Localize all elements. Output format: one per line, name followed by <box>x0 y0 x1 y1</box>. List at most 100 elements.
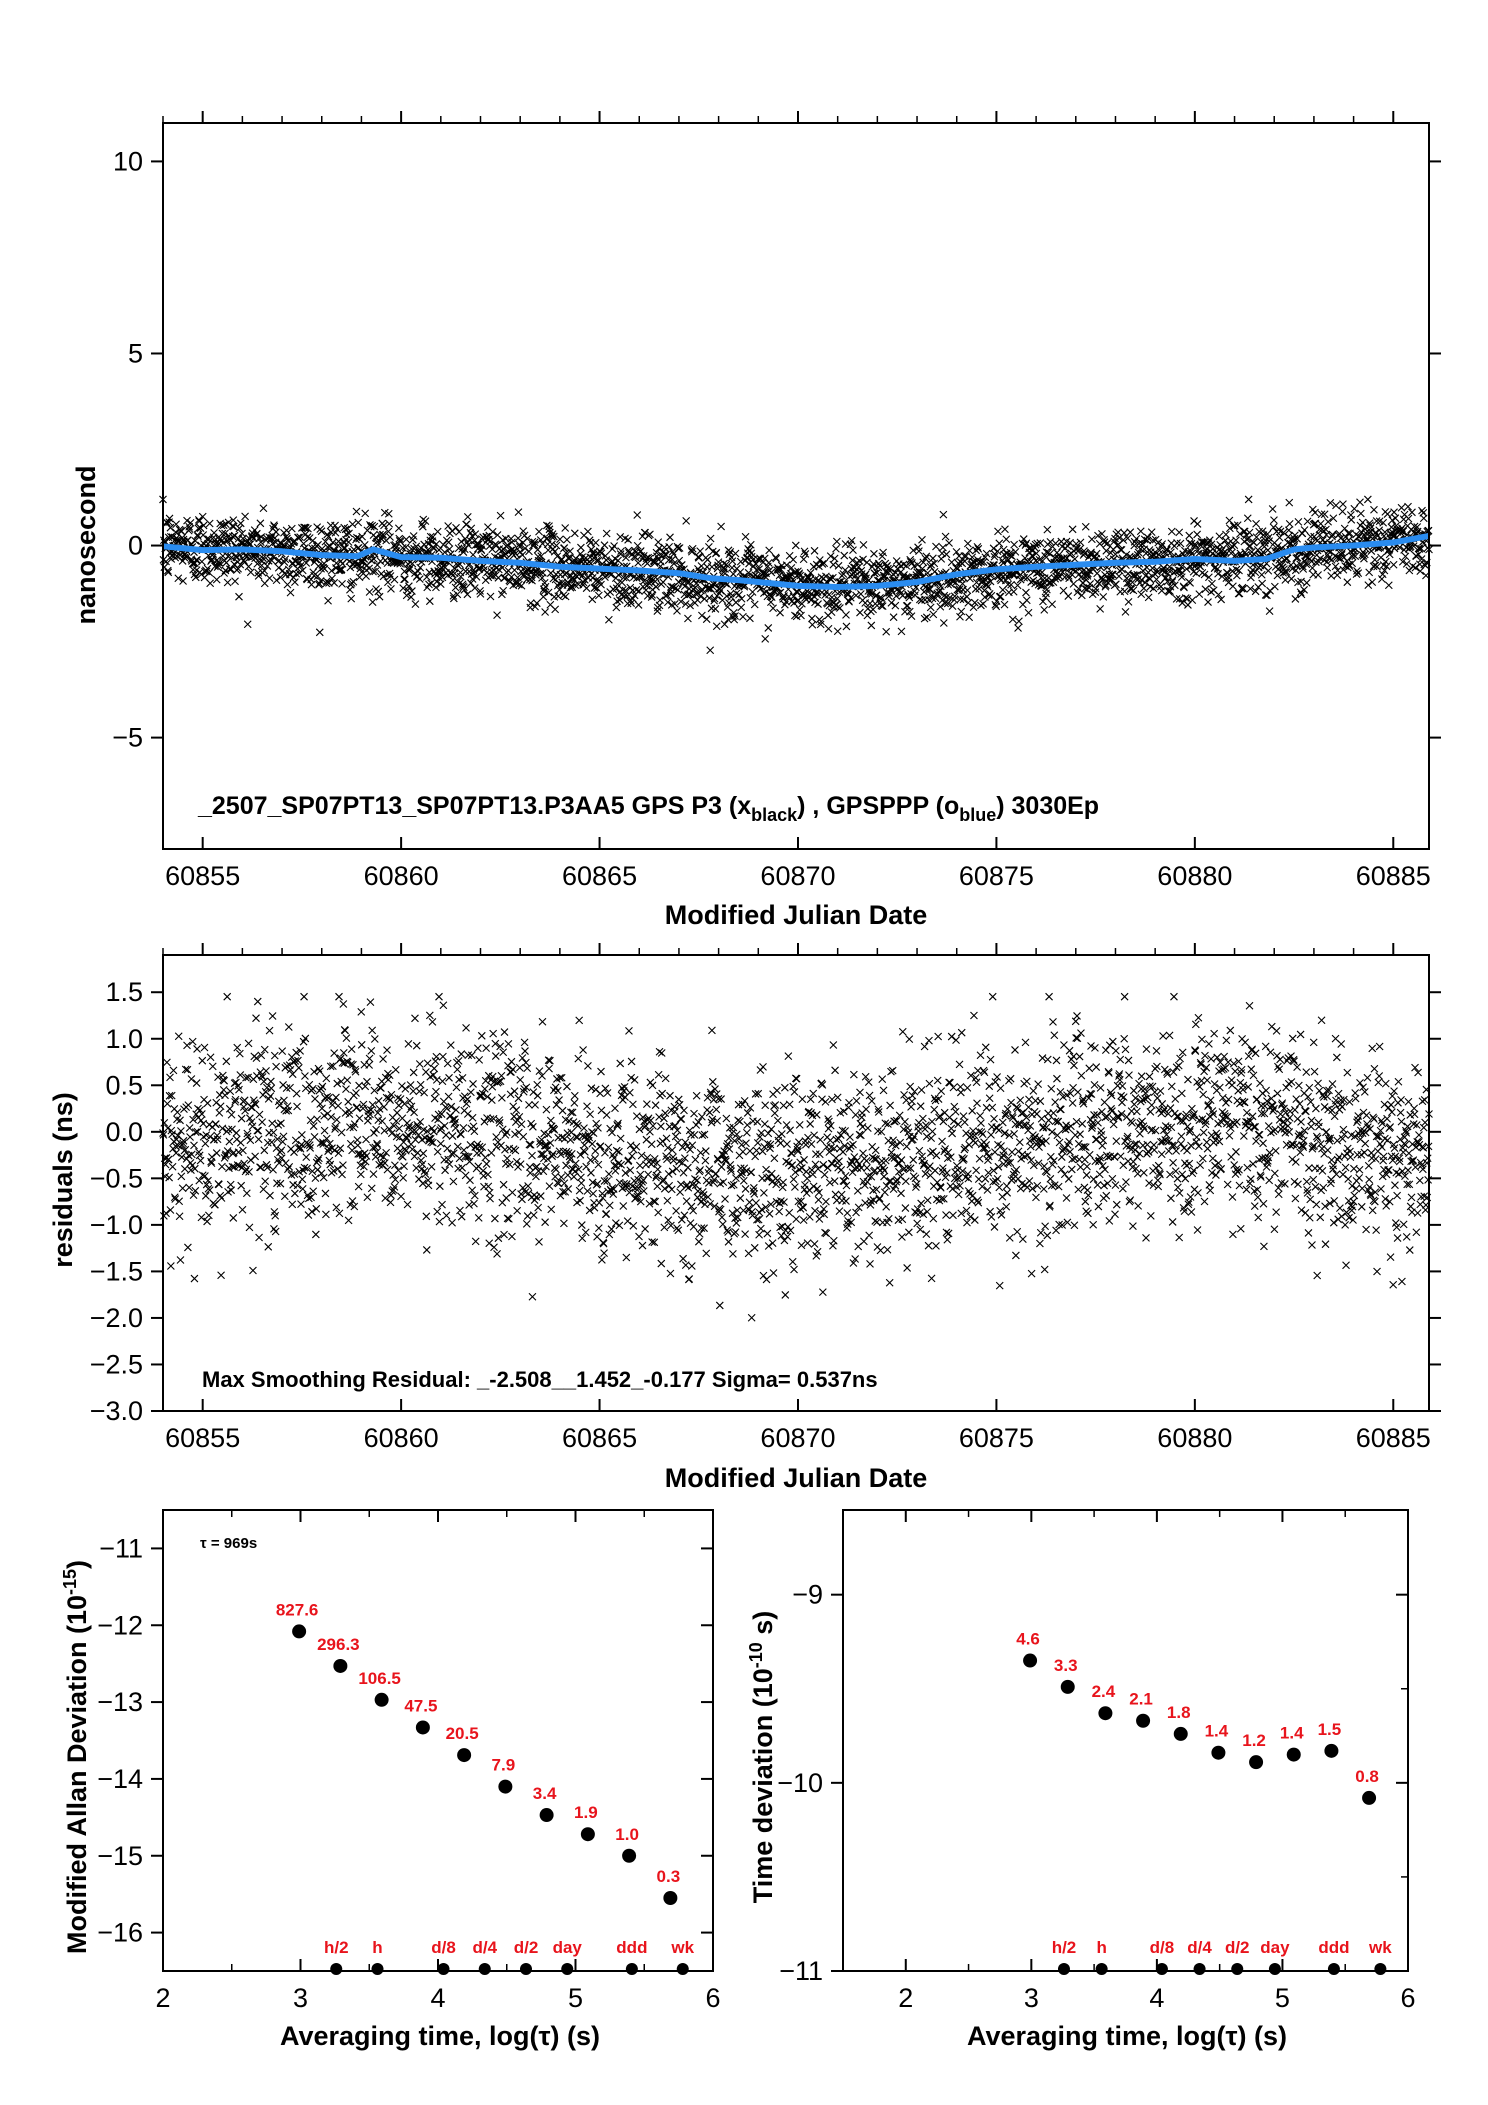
gps-p3-point <box>341 544 349 552</box>
gps-p3-point <box>845 597 853 606</box>
gps-p3-point <box>296 562 305 570</box>
gps-p3-point <box>513 573 522 582</box>
gps-p3-point <box>244 562 253 571</box>
gps-p3-point <box>1270 516 1278 525</box>
gps-p3-point <box>384 509 393 518</box>
gps-p3-point <box>842 622 851 631</box>
gps-p3-point <box>1372 517 1381 525</box>
gps-p3-point <box>541 608 550 616</box>
gps-p3-point <box>936 582 945 591</box>
gps-p3-point <box>815 556 824 564</box>
gps-p3-point <box>703 555 712 564</box>
gps-p3-point <box>1366 524 1375 533</box>
gps-p3-point <box>834 561 843 570</box>
gps-p3-point <box>1291 595 1300 603</box>
gps-p3-point <box>737 594 746 603</box>
gps-p3-point <box>731 612 739 620</box>
gps-p3-point <box>436 580 445 588</box>
gps-p3-point <box>846 593 855 602</box>
gps-p3-point <box>561 524 570 532</box>
gps-p3-point <box>182 553 191 562</box>
gps-p3-point <box>205 519 214 528</box>
gps-p3-point <box>315 579 324 588</box>
gps-p3-point <box>1011 547 1020 556</box>
gps-p3-point <box>540 587 549 596</box>
gps-p3-point <box>353 560 362 569</box>
gps-p3-point <box>1215 532 1224 541</box>
gps-p3-point <box>969 557 977 566</box>
gps-p3-point <box>877 601 886 610</box>
gps-p3-point <box>1039 580 1048 589</box>
gps-p3-point <box>1094 531 1102 540</box>
gps-p3-point <box>223 578 232 587</box>
gps-p3-point <box>496 511 505 520</box>
gps-p3-point <box>1032 549 1041 558</box>
gps-p3-point <box>210 528 218 537</box>
gps-p3-point <box>806 568 815 577</box>
gps-p3-point <box>228 532 237 541</box>
gps-p3-point <box>1021 554 1029 562</box>
gps-p3-point <box>841 566 850 575</box>
gps-p3-point <box>746 614 754 623</box>
gps-p3-point <box>714 561 722 570</box>
gps-p3-point <box>947 558 956 567</box>
gps-p3-point <box>542 521 551 530</box>
gps-p3-point <box>879 548 888 557</box>
gps-p3-point <box>752 566 761 574</box>
gps-p3-point <box>1356 509 1365 518</box>
gps-p3-point <box>421 517 430 525</box>
x-tick-label: 60865 <box>562 861 637 891</box>
gps-p3-point <box>1279 528 1288 537</box>
gps-p3-point <box>289 573 298 582</box>
gps-p3-point <box>1186 578 1195 587</box>
x-tick-label: 60870 <box>760 861 835 891</box>
gps-p3-point <box>698 611 706 620</box>
gps-p3-point <box>1283 554 1291 563</box>
gps-p3-point <box>452 523 460 532</box>
gps-p3-point <box>1308 564 1317 572</box>
gps-p3-point <box>577 543 585 552</box>
gps-p3-point <box>407 545 416 553</box>
gps-p3-point <box>166 523 175 532</box>
gps-p3-point <box>214 558 222 567</box>
gps-p3-point <box>203 564 212 573</box>
gps-p3-point <box>959 595 968 604</box>
gps-p3-point <box>677 597 685 606</box>
gps-p3-point <box>1225 573 1233 582</box>
gps-p3-point <box>570 529 579 538</box>
gps-p3-point <box>1149 584 1158 593</box>
gps-p3-point <box>782 561 791 570</box>
gps-p3-point <box>453 590 462 599</box>
gps-p3-point <box>870 549 878 558</box>
gps-p3-point <box>584 527 592 536</box>
gps-p3-point <box>617 547 625 555</box>
gps-p3-point <box>429 544 438 553</box>
gps-p3-point <box>515 580 523 589</box>
gps-p3-point <box>746 540 755 549</box>
gps-p3-point <box>239 534 247 543</box>
gps-p3-point <box>942 592 951 601</box>
gps-p3-point <box>613 597 622 606</box>
gps-p3-point <box>236 519 245 528</box>
gps-p3-point <box>1222 530 1230 539</box>
gps-p3-point <box>975 584 984 593</box>
gps-p3-point <box>557 555 566 564</box>
gps-p3-point <box>1002 535 1011 544</box>
gps-p3-point <box>867 621 876 630</box>
gps-p3-point <box>963 586 972 595</box>
gps-p3-point <box>702 615 711 624</box>
gps-p3-point <box>1098 575 1107 584</box>
gps-p3-point <box>722 560 731 569</box>
gps-p3-point <box>221 529 229 538</box>
gps-p3-point <box>958 579 967 588</box>
gps-p3-point <box>379 530 387 539</box>
gps-p3-point <box>1285 519 1294 528</box>
gps-p3-point <box>1022 596 1031 605</box>
gps-p3-point <box>936 602 945 611</box>
gps-p3-point <box>478 541 487 550</box>
gps-p3-point <box>313 572 322 581</box>
gps-p3-point <box>1091 584 1100 593</box>
gps-p3-point <box>662 551 670 559</box>
gps-p3-point <box>1126 528 1135 537</box>
gps-p3-point <box>750 600 759 609</box>
